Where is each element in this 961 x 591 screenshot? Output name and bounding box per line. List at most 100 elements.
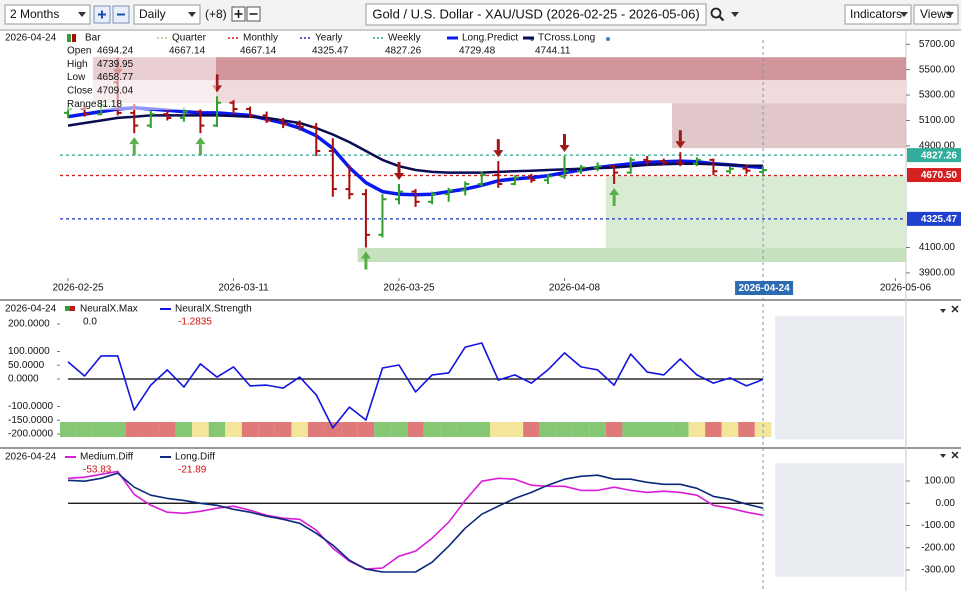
strip-cell xyxy=(92,422,110,437)
y-tick-label: -200.0000 xyxy=(8,429,53,440)
panel-menu-arrow[interactable] xyxy=(940,309,946,313)
panel-date-label: 2026-04-24 xyxy=(5,304,57,315)
legend-name: NeuralX.Strength xyxy=(175,304,252,315)
future-area xyxy=(775,315,904,440)
strip-cell xyxy=(754,422,772,437)
future-area xyxy=(775,463,904,577)
legend-value: 4325.47 xyxy=(312,46,349,57)
legend-name: Monthly xyxy=(243,33,278,44)
symbol-title: Gold / U.S. Dollar - XAU/USD (2026-02-25… xyxy=(372,6,699,21)
legend-backdrop xyxy=(62,44,216,110)
strip-cell xyxy=(456,422,474,437)
y-tick-label: 5100.00 xyxy=(919,115,956,126)
ohlc-label: Open xyxy=(67,46,91,57)
strip-cell xyxy=(208,422,226,437)
y-tick-label: 5300.00 xyxy=(919,90,956,101)
y-tick-label: 100.0000 xyxy=(8,346,50,357)
bar-legend-icon-up xyxy=(67,34,71,42)
strip-cell xyxy=(357,422,375,437)
legend-name: NeuralX.Max xyxy=(80,304,138,315)
y-tick-label: 100.00 xyxy=(924,476,955,487)
strip-cell xyxy=(688,422,706,437)
indicator-line xyxy=(67,470,764,570)
toolbar: 2 Months Daily (+8) Gold / U.S. Dollar -… xyxy=(0,0,961,29)
strip-cell xyxy=(572,422,590,437)
strip-cell xyxy=(324,422,342,437)
y-tick-label: 50.0000 xyxy=(8,360,45,371)
plus-icon xyxy=(98,10,106,19)
cursor-label: 2026-04-24 xyxy=(738,283,790,294)
symbol-box[interactable] xyxy=(365,3,707,26)
strip-cell xyxy=(556,422,573,437)
zone xyxy=(92,57,906,81)
legend-name: Medium.Diff xyxy=(80,452,133,463)
strip-cell xyxy=(274,422,292,437)
strip-cell xyxy=(473,422,491,437)
strip-cell xyxy=(407,422,424,437)
strip-cell xyxy=(423,422,441,437)
panel-close[interactable] xyxy=(951,451,959,459)
strip-cell xyxy=(490,422,507,437)
strip-cell xyxy=(125,422,143,437)
sell-signal-arrow xyxy=(675,141,686,149)
legend-value: 4729.48 xyxy=(459,46,496,57)
sell-signal-arrow xyxy=(394,172,405,180)
y-tick-label: -150.0000 xyxy=(8,415,53,426)
indicator-plot xyxy=(60,342,772,437)
search-icon[interactable] xyxy=(710,7,722,19)
panel-menu-arrow[interactable] xyxy=(940,454,946,458)
strip-cell xyxy=(109,422,126,437)
sell-signal-arrow xyxy=(493,150,504,158)
legend-name: Bar xyxy=(85,33,101,44)
zone xyxy=(605,176,906,249)
price-tag xyxy=(907,148,961,163)
strip-cell xyxy=(506,422,524,437)
legend-name: Long.Diff xyxy=(175,452,215,463)
y-tick-label: 200.0000 xyxy=(8,319,50,330)
strip-cell xyxy=(523,422,540,437)
strip-cell xyxy=(589,422,606,437)
ohlc-label: High xyxy=(67,59,88,70)
legend-name: Quarter xyxy=(172,33,207,44)
y-tick-label: -200.00 xyxy=(921,542,955,553)
indicator-plot xyxy=(67,470,764,573)
indicators-button[interactable] xyxy=(844,4,912,25)
offset-text: (+8) xyxy=(205,7,227,21)
strip-cell xyxy=(192,422,209,437)
y-tick-label: 3900.00 xyxy=(919,268,956,279)
legend-value: -53.83 xyxy=(83,465,112,476)
ohlc-label: Close xyxy=(67,86,93,97)
ohlc-value: 4709.04 xyxy=(97,86,134,97)
strip-cell xyxy=(672,422,689,437)
ohlc-value: 4694.24 xyxy=(97,46,134,57)
range-text: 2 Months xyxy=(10,7,59,21)
dropdown-arrow xyxy=(78,12,86,17)
panel-close[interactable] xyxy=(951,305,959,313)
dropdown-arrow[interactable] xyxy=(731,12,739,17)
strip-cell xyxy=(539,422,557,437)
y-tick-label: 0.0000 xyxy=(8,374,39,385)
buy-signal-arrow xyxy=(195,137,206,145)
legend-dot xyxy=(606,37,610,41)
zone xyxy=(92,80,906,104)
strip-cell xyxy=(622,422,639,437)
legend-value: -21.89 xyxy=(178,465,207,476)
strip-cell xyxy=(605,422,623,437)
strip-cell xyxy=(291,422,308,437)
views-button[interactable] xyxy=(913,4,959,25)
price-tag xyxy=(907,168,961,183)
strip-cell xyxy=(225,422,242,437)
range-select[interactable] xyxy=(4,4,91,25)
strip-cell xyxy=(341,422,358,437)
x-tick-label: 2026-03-25 xyxy=(383,283,435,294)
strip-cell xyxy=(142,422,160,437)
strip-cell xyxy=(60,422,77,437)
y-tick-label: 4900.00 xyxy=(919,141,956,152)
strip-cell xyxy=(721,422,739,437)
dropdown-arrow xyxy=(900,12,908,17)
indicator-line xyxy=(67,472,764,573)
strip-cell xyxy=(159,422,176,437)
price-tag-label: 4670.50 xyxy=(921,170,958,181)
zone xyxy=(357,248,906,262)
interval-select[interactable] xyxy=(133,4,201,25)
